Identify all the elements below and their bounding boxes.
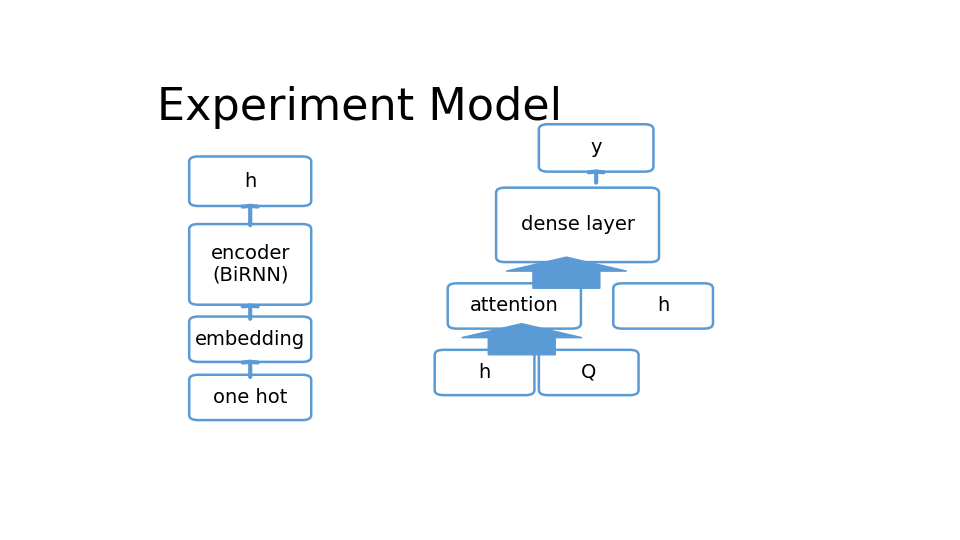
Polygon shape	[506, 257, 627, 288]
Text: embedding: embedding	[195, 330, 305, 349]
FancyBboxPatch shape	[539, 124, 654, 172]
Text: y: y	[590, 138, 602, 158]
Text: Q: Q	[581, 363, 596, 382]
Text: Experiment Model: Experiment Model	[157, 85, 563, 129]
Text: h: h	[478, 363, 491, 382]
Text: attention: attention	[470, 296, 559, 315]
Text: dense layer: dense layer	[520, 215, 635, 234]
FancyBboxPatch shape	[435, 350, 535, 395]
FancyBboxPatch shape	[189, 375, 311, 420]
FancyBboxPatch shape	[189, 224, 311, 305]
FancyBboxPatch shape	[447, 284, 581, 329]
Text: encoder
(BiRNN): encoder (BiRNN)	[210, 244, 290, 285]
FancyBboxPatch shape	[539, 350, 638, 395]
Polygon shape	[462, 323, 582, 355]
FancyBboxPatch shape	[189, 157, 311, 206]
FancyBboxPatch shape	[189, 316, 311, 362]
FancyBboxPatch shape	[613, 284, 713, 329]
Text: h: h	[244, 172, 256, 191]
Text: h: h	[657, 296, 669, 315]
Text: one hot: one hot	[213, 388, 287, 407]
FancyBboxPatch shape	[496, 188, 659, 262]
